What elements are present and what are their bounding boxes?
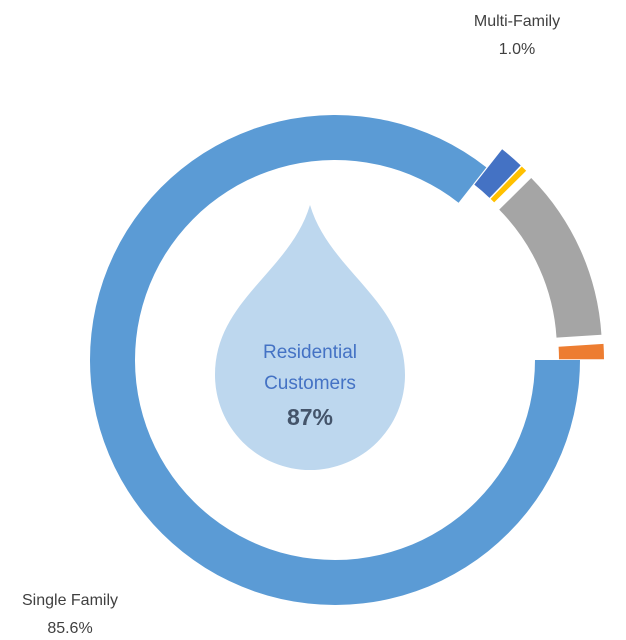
category-label: Single Family <box>22 592 118 609</box>
center-value: 87% <box>287 404 333 430</box>
center-label: Customers <box>264 373 356 394</box>
donut-segment <box>499 178 602 338</box>
water-drop <box>215 205 405 471</box>
donut-segment <box>558 343 604 360</box>
value-label: 85.6% <box>47 620 92 637</box>
value-label: 1.0% <box>499 41 535 58</box>
center-label: Residential <box>263 342 357 363</box>
donut-segment <box>474 149 521 198</box>
donut-segment <box>490 166 527 203</box>
category-label: Multi-Family <box>474 13 560 30</box>
donut <box>89 114 604 605</box>
